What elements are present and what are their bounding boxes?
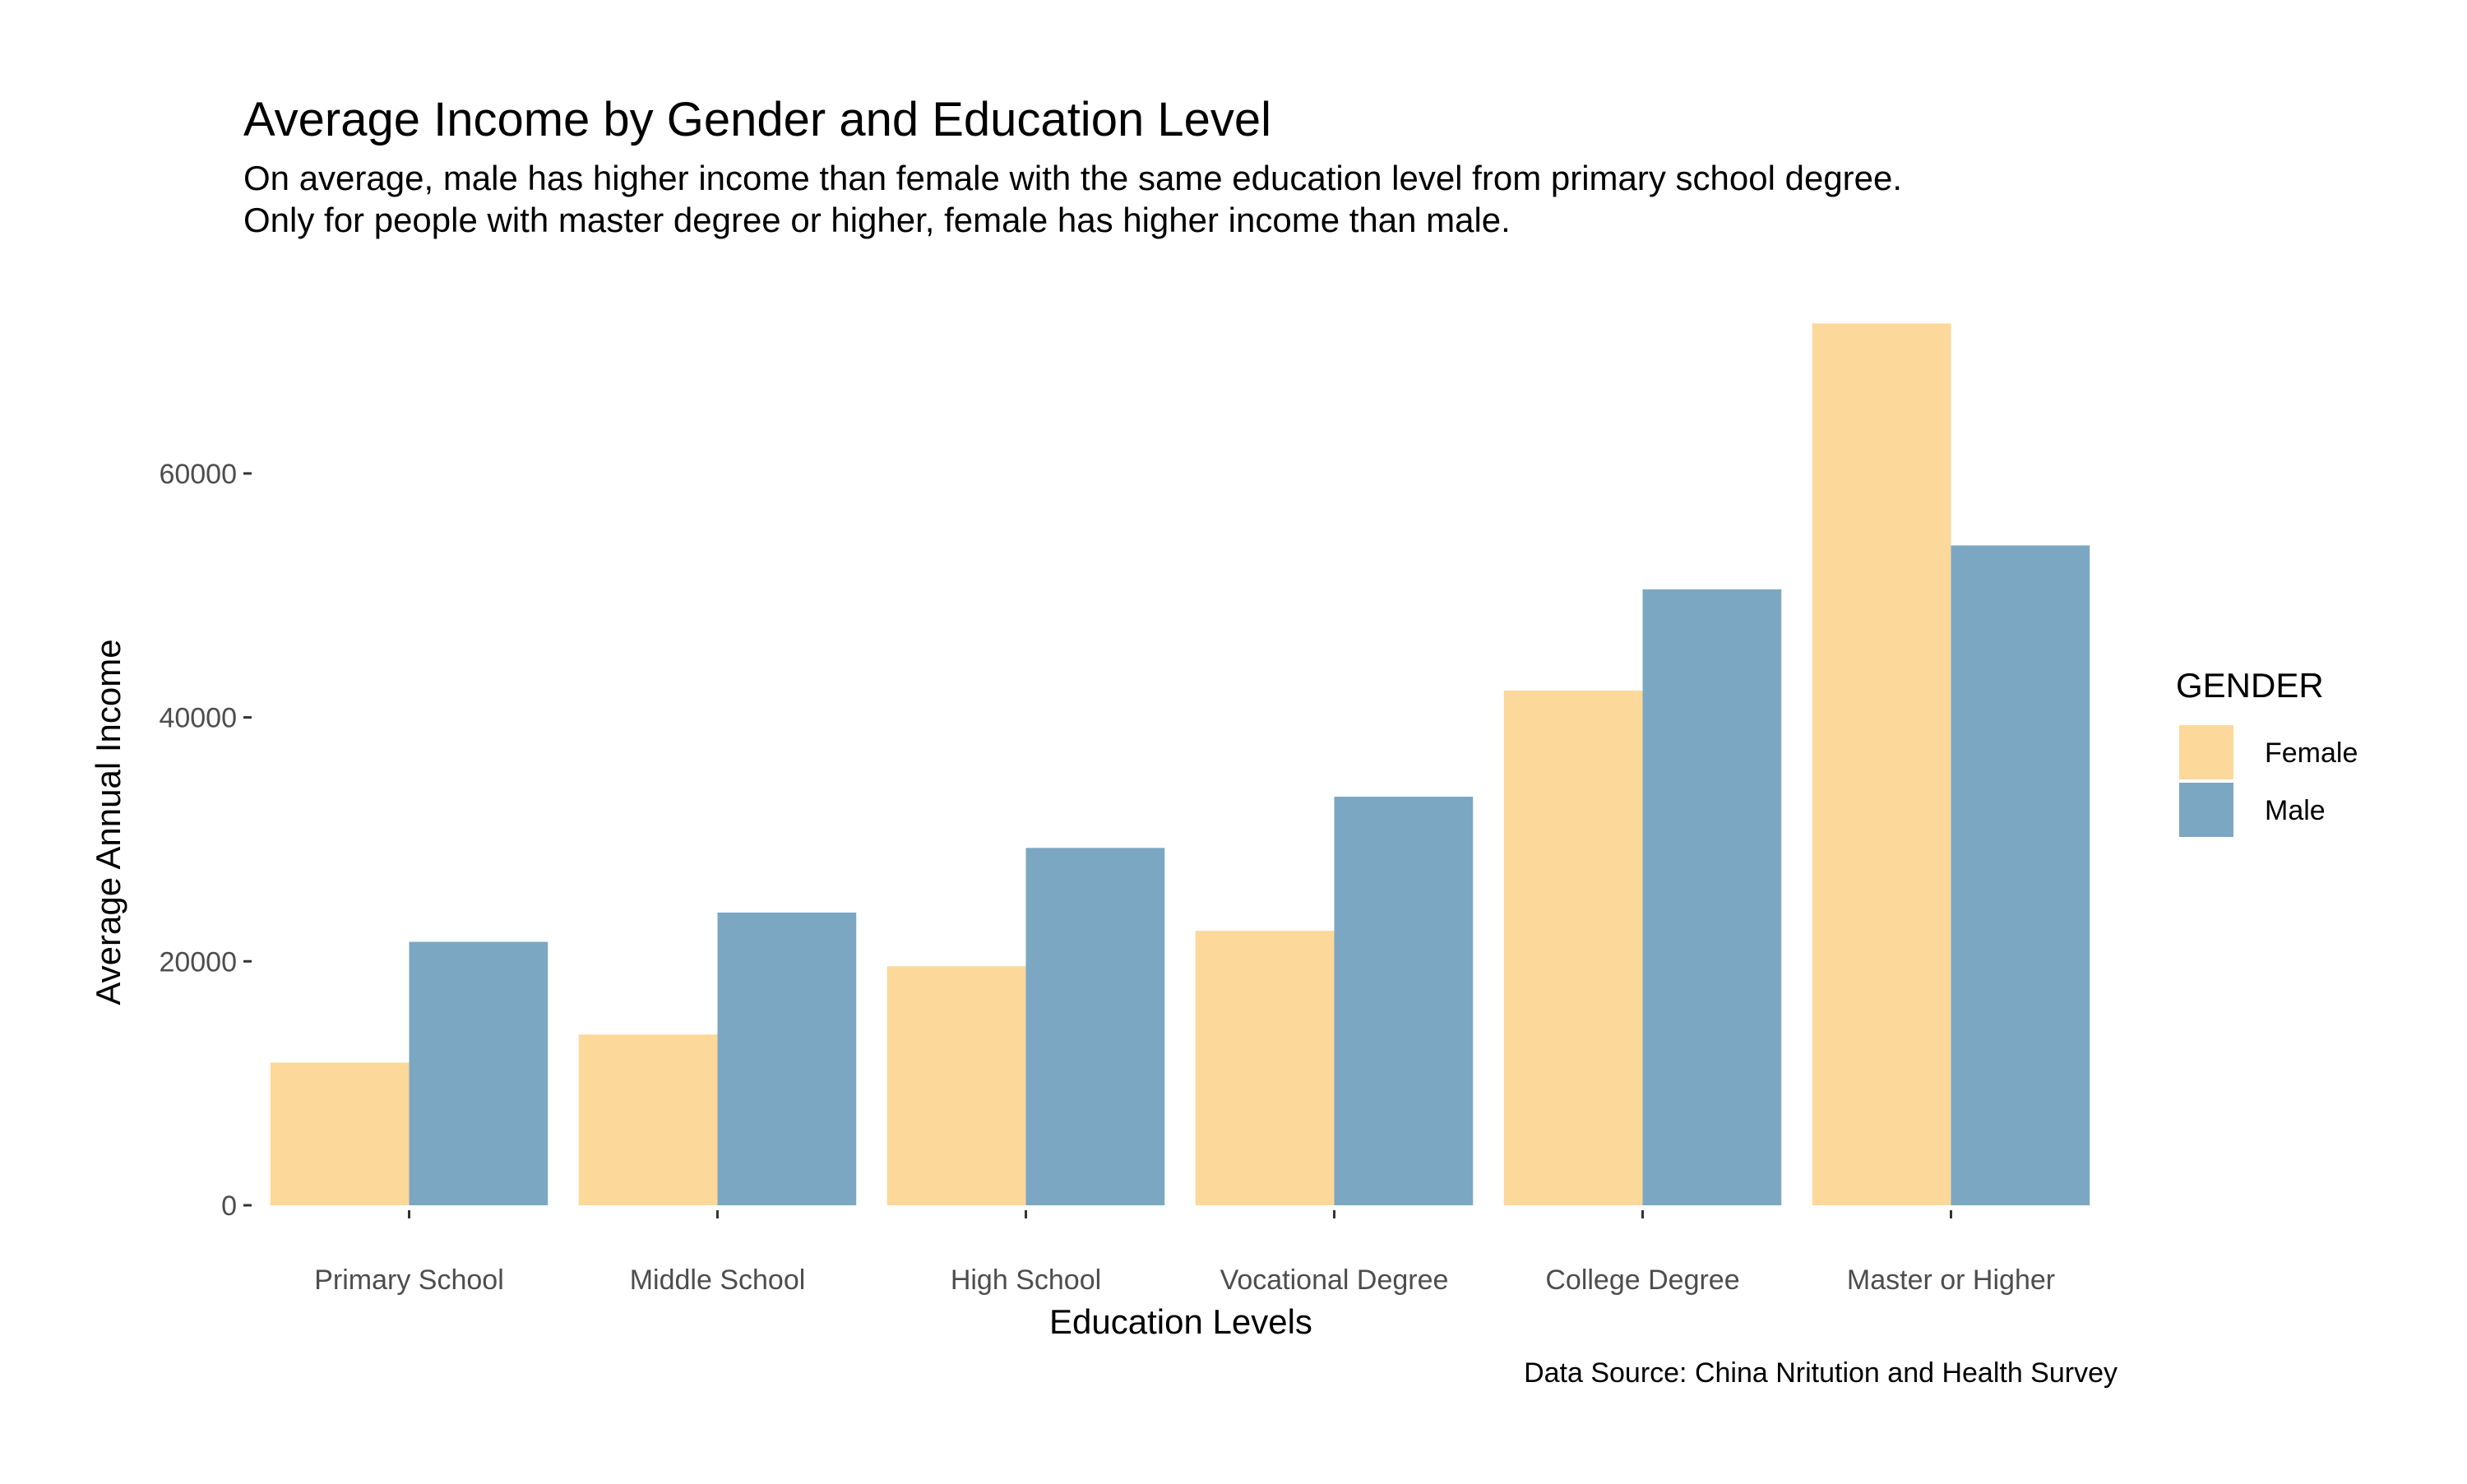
y-tick-label: 40000 (159, 703, 237, 734)
chart-title: Average Income by Gender and Education L… (243, 93, 1271, 146)
plot-area (270, 323, 2090, 1205)
legend: GENDER Female Male (2176, 666, 2358, 837)
bar-female-middle-school (578, 1034, 718, 1205)
y-tick-label: 20000 (159, 946, 237, 978)
x-tick-label: High School (951, 1264, 1101, 1296)
bar-female-high-school (886, 966, 1026, 1205)
bar-male-master-or-higher (1951, 545, 2090, 1205)
y-tick-label: 60000 (159, 459, 237, 490)
legend-key-male (2179, 783, 2233, 837)
legend-label-female: Female (2265, 737, 2358, 769)
bar-male-middle-school (717, 912, 857, 1205)
bar-female-primary-school (270, 1062, 410, 1205)
x-tick-label: Vocational Degree (1220, 1264, 1449, 1296)
x-axis: Primary School Middle School High School Vo… (314, 1210, 2055, 1296)
chart-subtitle-line-2: Only for people with master degree or hi… (243, 201, 1511, 239)
legend-label-male: Male (2265, 795, 2326, 826)
legend-key-female (2179, 725, 2233, 779)
y-tick-label: 0 (221, 1190, 237, 1222)
y-axis-title: Average Annual Income (89, 639, 127, 1005)
x-tick-label: College Degree (1545, 1264, 1739, 1296)
x-tick-label: Primary School (314, 1264, 504, 1296)
bar-male-high-school (1025, 848, 1165, 1205)
bar-male-primary-school (409, 941, 548, 1205)
chart-caption: Data Source: China Nritution and Health … (1524, 1357, 2118, 1389)
legend-title: GENDER (2176, 666, 2324, 705)
bar-male-college-degree (1642, 589, 1782, 1205)
x-tick-label: Master or Higher (1847, 1264, 2055, 1296)
x-axis-title: Education Levels (1049, 1302, 1312, 1341)
y-axis: 0 20000 40000 60000 (159, 459, 252, 1222)
chart-subtitle-line-1: On average, male has higher income than … (243, 159, 1902, 197)
bar-female-master-or-higher (1812, 323, 1951, 1205)
bar-female-college-degree (1503, 690, 1643, 1205)
bar-female-vocational-degree (1195, 931, 1335, 1205)
bar-male-vocational-degree (1334, 797, 1474, 1205)
x-tick-label: Middle School (630, 1264, 806, 1296)
